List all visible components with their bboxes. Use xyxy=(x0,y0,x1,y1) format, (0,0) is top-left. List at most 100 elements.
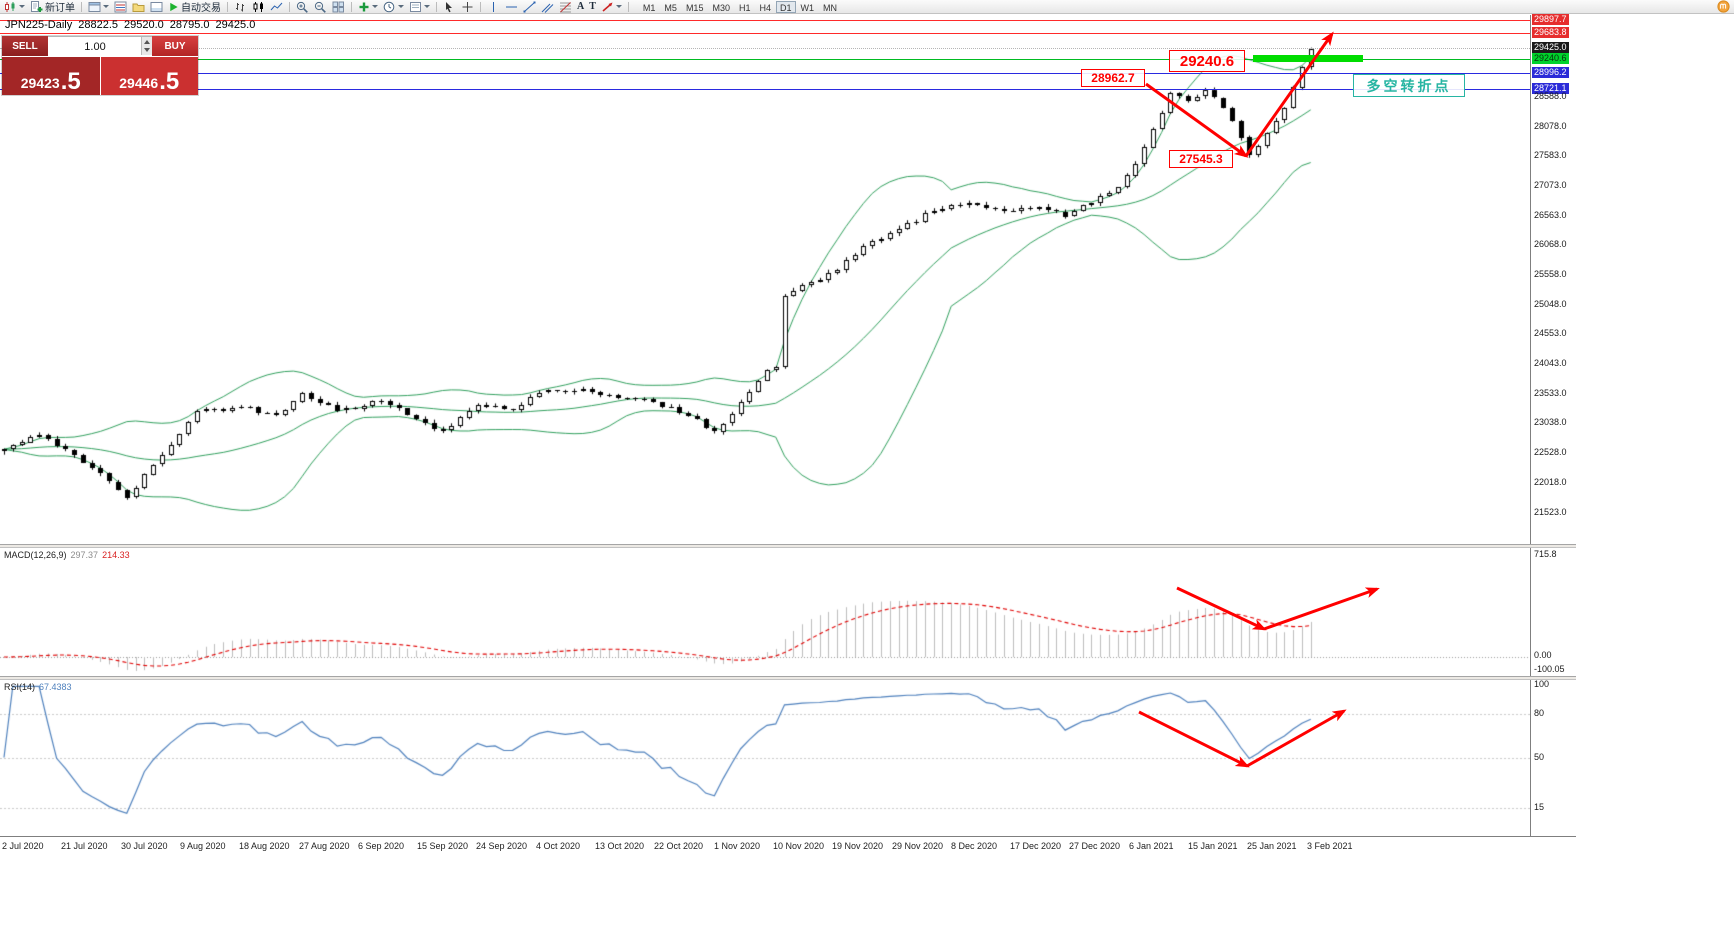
macd-indicator-panel: MACD(12,26,9) 297.37 214.33 xyxy=(0,548,1530,676)
line-chart-icon xyxy=(270,2,283,10)
timeframe-button-W1[interactable]: W1 xyxy=(797,1,819,13)
indicators-button[interactable] xyxy=(356,1,380,13)
zoom-out-icon xyxy=(314,1,326,13)
rsi-canvas[interactable] xyxy=(0,680,1530,836)
timeframe-button-M30[interactable]: M30 xyxy=(708,1,734,13)
rsi-axis-label: 100 xyxy=(1534,679,1550,689)
text-tool-button[interactable]: A xyxy=(575,1,586,13)
price-hline[interactable] xyxy=(0,59,1530,60)
chevron-down-icon xyxy=(372,5,378,11)
chart-annotation-label[interactable]: 28962.7 xyxy=(1081,69,1145,87)
date-axis-label: 6 Jan 2021 xyxy=(1129,841,1174,851)
terminal-button[interactable] xyxy=(148,1,165,13)
buy-price-display[interactable]: 29446 .5 xyxy=(100,57,198,95)
sell-price-main: 29423 xyxy=(20,74,60,91)
vertical-line-tool-button[interactable] xyxy=(485,1,502,13)
market-watch-button[interactable] xyxy=(112,1,129,13)
empty-area xyxy=(1577,15,1734,854)
date-axis-label: 9 Aug 2020 xyxy=(180,841,226,851)
zoom-out-button[interactable] xyxy=(312,1,329,13)
price-hline[interactable] xyxy=(0,89,1530,90)
label-tool-button[interactable]: T xyxy=(587,1,598,13)
price-axis[interactable]: 29897.7 29683.8 29425.0 29240.6 28996.2 28721… xyxy=(1530,14,1577,836)
price-axis-label: 29425.0 xyxy=(1532,42,1569,53)
panel-splitter[interactable] xyxy=(0,676,1576,680)
volume-up-button[interactable] xyxy=(141,37,152,46)
trendline-icon xyxy=(523,1,536,12)
price-hline[interactable] xyxy=(0,73,1530,74)
panel-splitter[interactable] xyxy=(0,544,1576,548)
date-axis-label: 2 Jul 2020 xyxy=(2,841,44,851)
price-axis-label: 27583.0 xyxy=(1534,150,1567,160)
price-axis-label: 22528.0 xyxy=(1534,447,1567,457)
sell-price-display[interactable]: 29423 .5 xyxy=(2,57,100,95)
support-zone-rect[interactable] xyxy=(1253,55,1363,62)
new-chart-button[interactable] xyxy=(2,1,27,13)
timeframe-button-D1[interactable]: D1 xyxy=(776,0,796,13)
periods-button[interactable] xyxy=(381,1,406,13)
chevron-down-icon xyxy=(19,5,25,11)
volume-input[interactable] xyxy=(48,38,152,56)
profiles-button[interactable] xyxy=(86,1,111,13)
date-axis[interactable]: 2 Jul 2020 21 Jul 2020 30 Jul 2020 9 Aug 20… xyxy=(0,836,1576,855)
chart-annotation-label[interactable]: 27545.3 xyxy=(1169,150,1233,168)
mql5-community-button[interactable] xyxy=(1715,0,1732,13)
chevron-down-icon xyxy=(398,5,404,11)
symbol-period-label: JPN225-Daily xyxy=(5,19,73,31)
price-hline[interactable] xyxy=(0,20,1530,21)
bar-chart-mode-button[interactable] xyxy=(232,1,249,13)
timeframe-button-H1[interactable]: H1 xyxy=(735,1,755,13)
arrow-objects-icon xyxy=(602,2,613,12)
macd-canvas[interactable] xyxy=(0,548,1530,676)
chart-window-icon xyxy=(88,1,101,12)
sell-button[interactable]: SELL xyxy=(2,36,48,56)
horizontal-line-tool-button[interactable] xyxy=(503,1,520,13)
candlestick-mode-button[interactable] xyxy=(250,1,267,13)
high-value: 29520.0 xyxy=(124,19,164,31)
chevron-down-icon xyxy=(424,5,430,11)
chart-annotation-label[interactable]: 多空转折点 xyxy=(1353,74,1465,97)
navigator-button[interactable] xyxy=(130,1,147,13)
price-chart-canvas[interactable] xyxy=(0,15,1530,544)
price-axis-label: 22018.0 xyxy=(1534,477,1567,487)
line-chart-mode-button[interactable] xyxy=(268,1,285,13)
zoom-in-button[interactable] xyxy=(294,1,311,13)
date-axis-label: 8 Dec 2020 xyxy=(951,841,998,851)
terminal-panel-icon xyxy=(150,1,163,12)
timeframe-button-M15[interactable]: M15 xyxy=(682,1,708,13)
new-order-label: 新订单 xyxy=(45,3,75,14)
price-axis-label: 29240.6 xyxy=(1532,53,1569,64)
close-value: 29425.0 xyxy=(215,19,256,31)
new-order-button[interactable]: 新订单 xyxy=(28,0,77,14)
macd-indicator-label: MACD(12,26,9) 297.37 214.33 xyxy=(4,550,134,560)
date-axis-label: 1 Nov 2020 xyxy=(714,841,761,851)
arrows-tool-button[interactable] xyxy=(599,1,624,13)
crosshair-icon xyxy=(462,1,473,12)
price-hline[interactable] xyxy=(0,48,1530,49)
toolbar-separator xyxy=(351,1,352,12)
candlesticks-icon xyxy=(253,1,263,12)
autotrading-button[interactable]: 自动交易 xyxy=(166,1,223,14)
fibonacci-tool-button[interactable] xyxy=(557,1,574,13)
cursor-icon xyxy=(446,1,452,12)
timeframe-button-H4[interactable]: H4 xyxy=(755,1,775,13)
buy-button[interactable]: BUY xyxy=(152,36,198,56)
fibonacci-icon xyxy=(560,1,571,12)
channel-tool-button[interactable] xyxy=(539,1,556,13)
volume-down-button[interactable] xyxy=(141,46,152,55)
templates-button[interactable] xyxy=(407,1,432,13)
crosshair-tool-button[interactable] xyxy=(459,1,476,13)
price-hline[interactable] xyxy=(0,33,1530,34)
date-axis-label: 15 Sep 2020 xyxy=(417,841,469,851)
timeframe-button-M5[interactable]: M5 xyxy=(660,1,681,13)
timeframe-button-M1[interactable]: M1 xyxy=(639,1,660,13)
price-axis-label: 28588.0 xyxy=(1534,91,1567,101)
trendline-tool-button[interactable] xyxy=(521,1,538,13)
channel-icon xyxy=(541,3,554,13)
candlestick-chart-icon xyxy=(5,1,15,12)
chart-annotation-label[interactable]: 29240.6 xyxy=(1169,50,1245,72)
toolbar-separator xyxy=(289,1,290,12)
tile-windows-button[interactable] xyxy=(330,1,347,13)
timeframe-button-MN[interactable]: MN xyxy=(819,1,841,13)
cursor-tool-button[interactable] xyxy=(441,1,458,13)
